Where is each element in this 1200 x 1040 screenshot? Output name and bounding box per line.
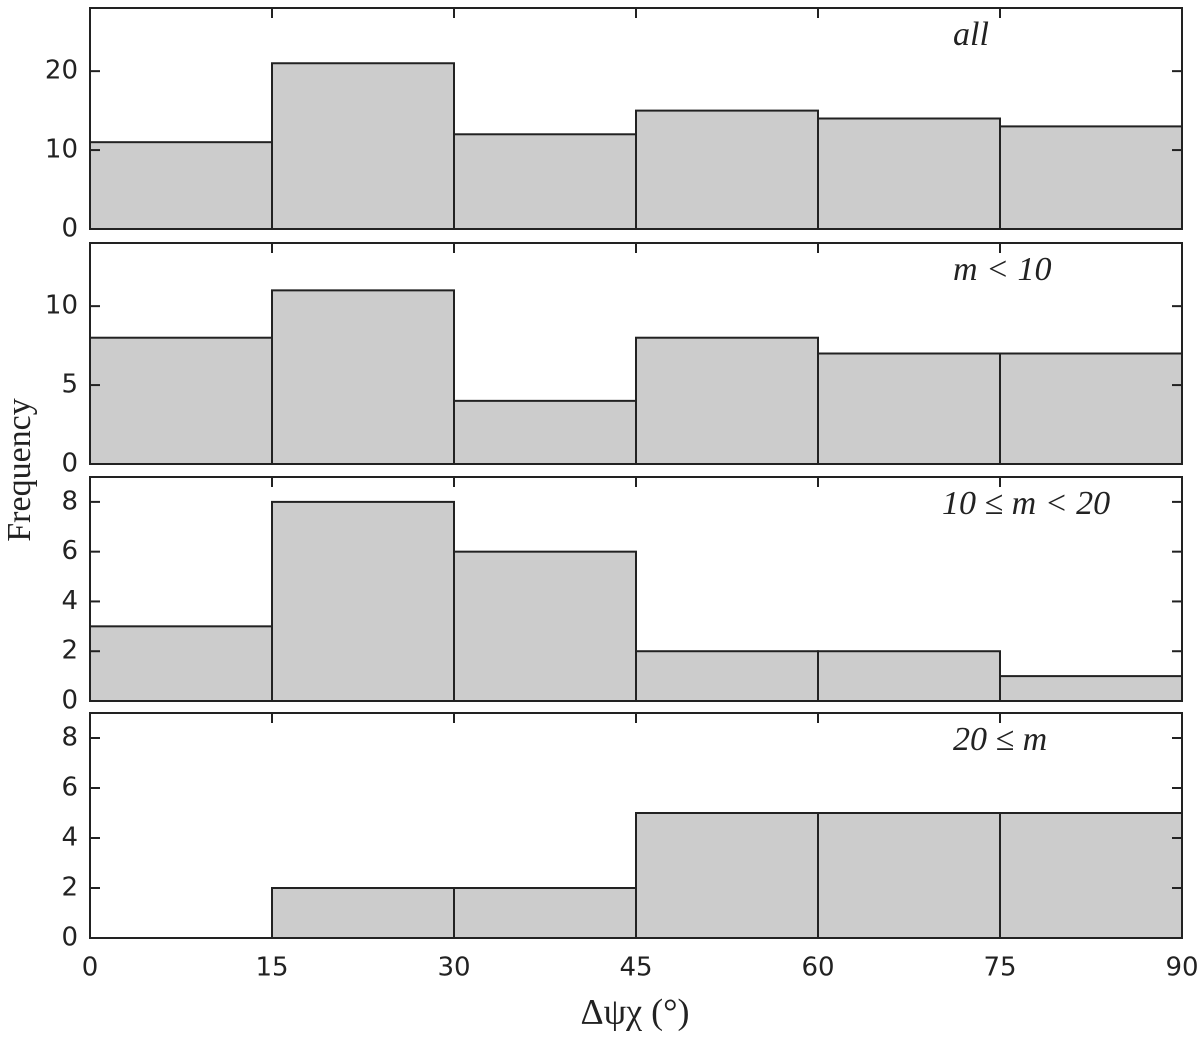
y-tick-label: 6 xyxy=(61,773,78,803)
bar xyxy=(271,62,455,230)
bar xyxy=(999,812,1183,939)
bar xyxy=(271,500,455,702)
panel-annotation: all xyxy=(953,16,989,53)
y-tick-label: 0 xyxy=(61,214,78,244)
bar xyxy=(635,650,819,703)
y-tick-label: 20 xyxy=(45,56,78,86)
bar xyxy=(453,133,637,231)
bar xyxy=(453,399,637,466)
x-tick-label: 30 xyxy=(437,953,470,983)
x-tick-label: 15 xyxy=(255,953,288,983)
bar xyxy=(271,887,455,939)
bar xyxy=(271,289,455,465)
y-tick-label: 4 xyxy=(61,586,78,616)
y-tick-label: 2 xyxy=(61,636,78,666)
y-tick-label: 8 xyxy=(61,723,78,753)
panel-annotation: m < 10 xyxy=(953,251,1052,288)
y-tick-label: 2 xyxy=(61,873,78,903)
bar xyxy=(453,887,637,939)
bar xyxy=(89,625,273,702)
y-tick-label: 8 xyxy=(61,486,78,516)
bar xyxy=(635,812,819,939)
y-tick-label: 6 xyxy=(61,536,78,566)
bar xyxy=(635,109,819,230)
y-tick-label: 0 xyxy=(61,449,78,479)
bar xyxy=(817,352,1001,465)
bar xyxy=(999,352,1183,465)
bar xyxy=(635,336,819,466)
x-tick-label: 60 xyxy=(801,953,834,983)
y-tick-label: 0 xyxy=(61,923,78,953)
y-tick-label: 0 xyxy=(61,686,78,716)
bar xyxy=(89,141,273,230)
bar xyxy=(817,812,1001,939)
panel-annotation: 10 ≤ m < 20 xyxy=(942,485,1110,522)
bar xyxy=(817,650,1001,703)
bar xyxy=(89,336,273,466)
bar xyxy=(817,117,1001,230)
x-tick-label: 45 xyxy=(619,953,652,983)
y-tick-label: 5 xyxy=(61,370,78,400)
x-axis-label: Δψχ (°) xyxy=(580,991,689,1031)
y-tick-label: 10 xyxy=(45,135,78,165)
bar xyxy=(999,125,1183,230)
panel-annotation: 20 ≤ m xyxy=(953,721,1047,758)
x-tick-label: 75 xyxy=(983,953,1016,983)
y-tick-label: 10 xyxy=(45,291,78,321)
bar xyxy=(999,675,1183,702)
y-axis-label: Frequency xyxy=(1,398,38,542)
x-tick-label: 90 xyxy=(1165,953,1198,983)
bar xyxy=(453,550,637,703)
y-tick-label: 4 xyxy=(61,823,78,853)
x-tick-label: 0 xyxy=(82,953,99,983)
